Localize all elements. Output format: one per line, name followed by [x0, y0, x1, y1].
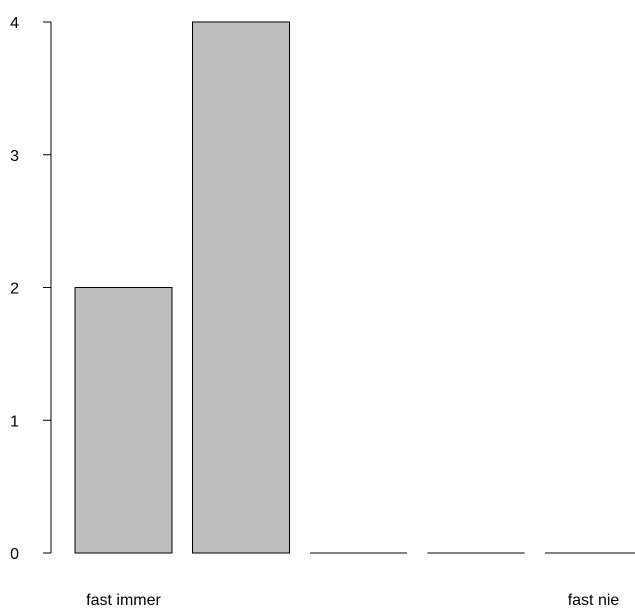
bar: [74, 287, 173, 554]
y-tick-label: 1: [10, 413, 19, 430]
x-tick-label: fast nie: [568, 592, 620, 609]
y-tick-label: 2: [10, 281, 19, 298]
y-axis: 0 1 2 3 4: [10, 15, 52, 563]
bar: [192, 21, 290, 554]
y-tick-label: 3: [10, 148, 19, 165]
x-axis-labels: fast immer fast nie: [86, 592, 619, 609]
bars: [74, 21, 635, 554]
y-tick-label: 0: [10, 546, 19, 563]
y-tick-label: 4: [10, 15, 19, 32]
x-tick-label: fast immer: [86, 592, 161, 609]
